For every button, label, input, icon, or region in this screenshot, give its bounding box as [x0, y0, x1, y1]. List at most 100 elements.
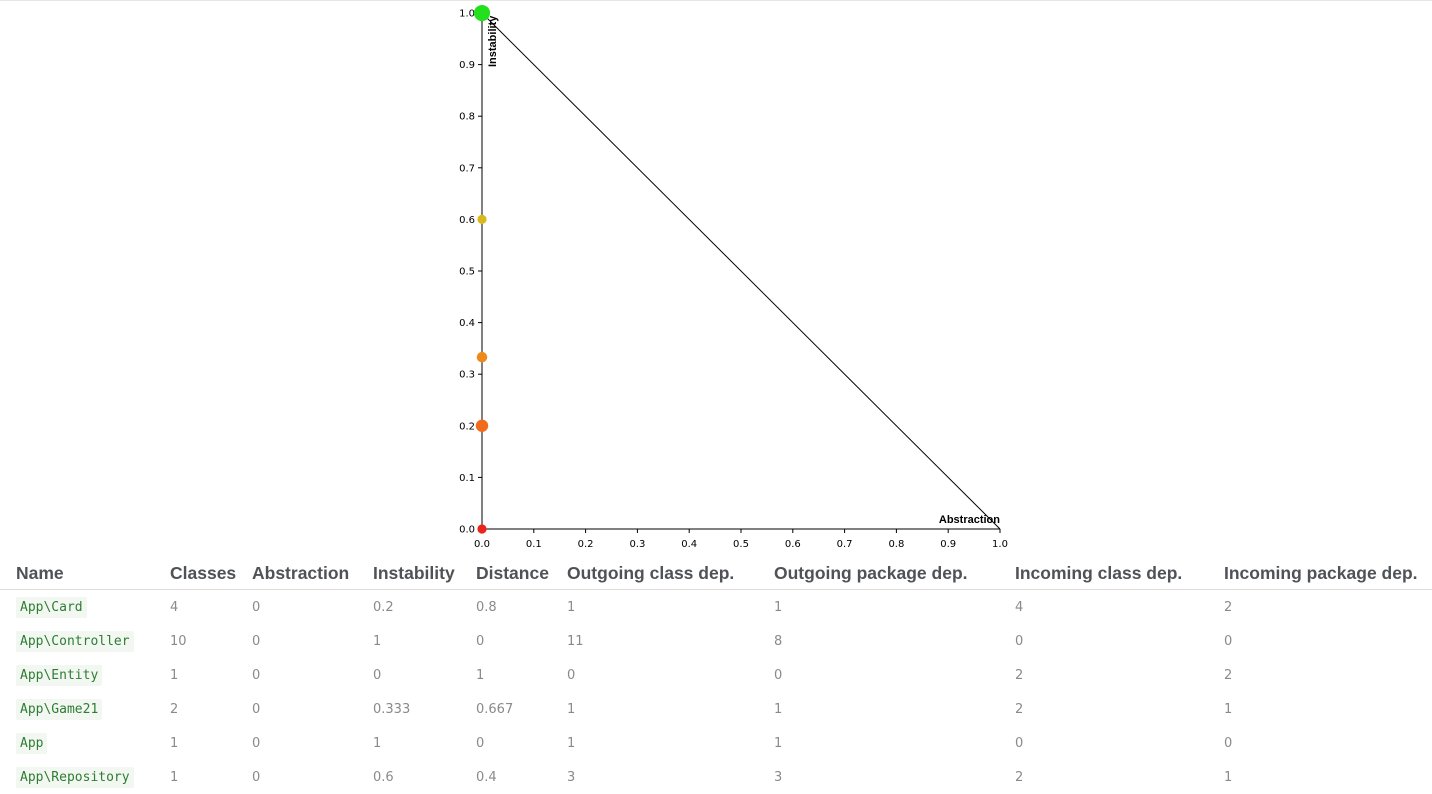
cell-outgoing-class-dep: 1	[567, 599, 576, 615]
header-classes[interactable]: Classes	[170, 557, 252, 590]
cell-name: App\Repository	[0, 760, 170, 794]
cell-outgoing-package-dep: 1	[774, 735, 783, 751]
cell-incoming-class-dep: 0	[1015, 633, 1024, 649]
header-incoming-class-dep[interactable]: Incoming class dep.	[1015, 557, 1224, 590]
cell-classes: 1	[170, 769, 179, 785]
y-tick-label: 0.8	[459, 112, 475, 123]
cell-outgoing-class-dep: 1	[567, 701, 576, 717]
x-tick-label: 0.6	[785, 539, 801, 550]
cell-incoming-package-dep: 1	[1224, 701, 1233, 717]
y-tick-label: 0.6	[459, 215, 475, 226]
table-row: App\Game21 2 0 0.333 0.667 1 1 2 1	[0, 692, 1432, 726]
y-tick-label: 0.2	[459, 421, 475, 432]
x-tick-label: 0.3	[629, 539, 645, 550]
cell-incoming-package-dep: 1	[1224, 769, 1233, 785]
y-tick-label: 0.9	[459, 60, 475, 71]
package-point[interactable]	[477, 8, 487, 18]
cell-classes: 2	[170, 701, 179, 717]
cell-incoming-class-dep: 0	[1015, 735, 1024, 751]
table-row: App 1 0 1 0 1 1 0 0	[0, 726, 1432, 760]
cell-outgoing-class-dep: 11	[567, 633, 584, 649]
header-name[interactable]: Name	[0, 557, 170, 590]
cell-outgoing-package-dep: 0	[774, 667, 783, 683]
table-header-row: Name Classes Abstraction Instability Dis…	[0, 557, 1432, 590]
cell-distance: 0.8	[476, 599, 497, 615]
cell-abstraction: 0	[252, 667, 261, 683]
package-point[interactable]	[475, 419, 489, 432]
cell-incoming-package-dep: 2	[1224, 599, 1233, 615]
cell-distance: 0.4	[476, 769, 497, 785]
y-tick-label: 0.1	[459, 473, 475, 484]
cell-distance: 1	[476, 667, 485, 683]
cell-name: App\Game21	[0, 692, 170, 726]
cell-instability: 0.6	[373, 769, 394, 785]
header-outgoing-package-dep[interactable]: Outgoing package dep.	[774, 557, 1015, 590]
cell-abstraction: 0	[252, 599, 261, 615]
x-tick-label: 0.7	[837, 539, 853, 550]
x-tick-label: 0.2	[578, 539, 594, 550]
table-row: App\Entity 1 0 0 1 0 0 2 2	[0, 658, 1432, 692]
package-points	[473, 4, 491, 534]
cell-name: App	[0, 726, 170, 760]
cell-name: App\Entity	[0, 658, 170, 692]
cell-classes: 4	[170, 599, 179, 615]
cell-incoming-package-dep: 2	[1224, 667, 1233, 683]
x-axis-ticks: 0.0 0.1 0.2 0.3 0.4 0.5 0.6 0.7 0.8 0.9 1.0	[474, 529, 1008, 550]
y-tick-label: 0.0	[459, 525, 475, 536]
package-name: App\Game21	[16, 698, 103, 720]
package-name: App\Repository	[16, 766, 134, 788]
header-instability[interactable]: Instability	[373, 557, 476, 590]
cell-abstraction: 0	[252, 633, 261, 649]
cell-outgoing-class-dep: 0	[567, 667, 576, 683]
package-point[interactable]	[477, 214, 487, 224]
package-point[interactable]	[476, 351, 488, 363]
package-metrics-table: Name Classes Abstraction Instability Dis…	[0, 557, 1432, 794]
x-tick-label: 1.0	[992, 539, 1008, 550]
cell-classes: 10	[170, 633, 187, 649]
cell-incoming-package-dep: 0	[1224, 633, 1233, 649]
cell-outgoing-class-dep: 3	[567, 769, 576, 785]
abstraction-instability-chart: 0.0 0.1 0.2 0.3 0.4 0.5 0.6 0.7 0.8 0.9 1.0 0.0 0.1…	[459, 4, 1008, 550]
cell-outgoing-package-dep: 1	[774, 599, 783, 615]
cell-incoming-package-dep: 0	[1224, 735, 1233, 751]
package-point[interactable]	[477, 524, 487, 534]
header-abstraction[interactable]: Abstraction	[252, 557, 373, 590]
x-tick-label: 0.1	[526, 539, 542, 550]
y-tick-label: 0.7	[459, 163, 475, 174]
table-row: App\Repository 1 0 0.6 0.4 3 3 2 1	[0, 760, 1432, 794]
cell-name: App\Controller	[0, 624, 170, 658]
x-axis-title: Abstraction	[939, 514, 1000, 526]
table-row: App\Controller 10 0 1 0 11 8 0 0	[0, 624, 1432, 658]
y-axis-ticks: 0.0 0.1 0.2 0.3 0.4 0.5 0.6 0.7 0.8 0.9 1.0	[459, 9, 482, 536]
cell-instability: 1	[373, 633, 382, 649]
y-tick-label: 0.5	[459, 267, 475, 278]
cell-incoming-class-dep: 2	[1015, 701, 1024, 717]
cell-outgoing-package-dep: 1	[774, 701, 783, 717]
cell-abstraction: 0	[252, 735, 261, 751]
cell-distance: 0.667	[476, 701, 514, 717]
x-tick-label: 0.4	[681, 539, 697, 550]
cell-distance: 0	[476, 633, 485, 649]
package-name: App\Controller	[16, 630, 134, 652]
cell-instability: 1	[373, 735, 382, 751]
cell-incoming-class-dep: 2	[1015, 769, 1024, 785]
package-name: App\Card	[16, 596, 87, 618]
x-tick-label: 0.8	[888, 539, 904, 550]
x-tick-label: 0.0	[474, 539, 490, 550]
cell-outgoing-package-dep: 3	[774, 769, 783, 785]
cell-instability: 0	[373, 667, 382, 683]
header-incoming-package-dep[interactable]: Incoming package dep.	[1224, 557, 1432, 590]
cell-instability: 0.333	[373, 701, 411, 717]
package-name: App\Entity	[16, 664, 103, 686]
cell-outgoing-class-dep: 1	[567, 735, 576, 751]
x-tick-label: 0.5	[733, 539, 749, 550]
y-tick-label: 0.3	[459, 370, 475, 381]
y-axis-title: Instability	[487, 15, 499, 67]
header-distance[interactable]: Distance	[476, 557, 567, 590]
cell-incoming-class-dep: 2	[1015, 667, 1024, 683]
main-sequence-line	[481, 12, 1001, 530]
cell-abstraction: 0	[252, 701, 261, 717]
x-tick-label: 0.9	[940, 539, 956, 550]
header-outgoing-class-dep[interactable]: Outgoing class dep.	[567, 557, 774, 590]
cell-name: App\Card	[0, 590, 170, 625]
